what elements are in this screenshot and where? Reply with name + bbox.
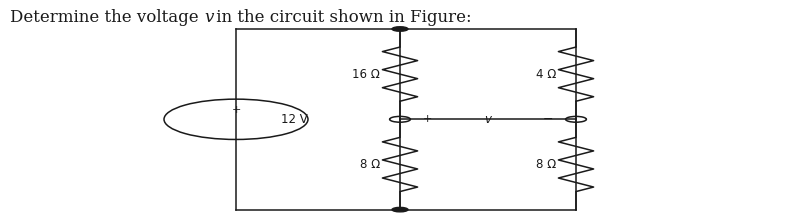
Text: 8 Ω: 8 Ω xyxy=(536,158,556,171)
Text: 16 Ω: 16 Ω xyxy=(352,68,380,81)
Text: 8 Ω: 8 Ω xyxy=(360,158,380,171)
Text: in the circuit shown in Figure:: in the circuit shown in Figure: xyxy=(211,9,472,26)
Text: Determine the voltage: Determine the voltage xyxy=(10,9,203,26)
Text: 4 Ω: 4 Ω xyxy=(536,68,556,81)
Circle shape xyxy=(392,27,408,31)
Text: v: v xyxy=(485,113,491,126)
Circle shape xyxy=(392,207,408,212)
Text: −: − xyxy=(543,113,554,126)
Text: 12 V: 12 V xyxy=(281,113,307,126)
Text: v: v xyxy=(204,9,214,26)
Text: +: + xyxy=(231,105,241,115)
Text: +: + xyxy=(422,114,432,124)
